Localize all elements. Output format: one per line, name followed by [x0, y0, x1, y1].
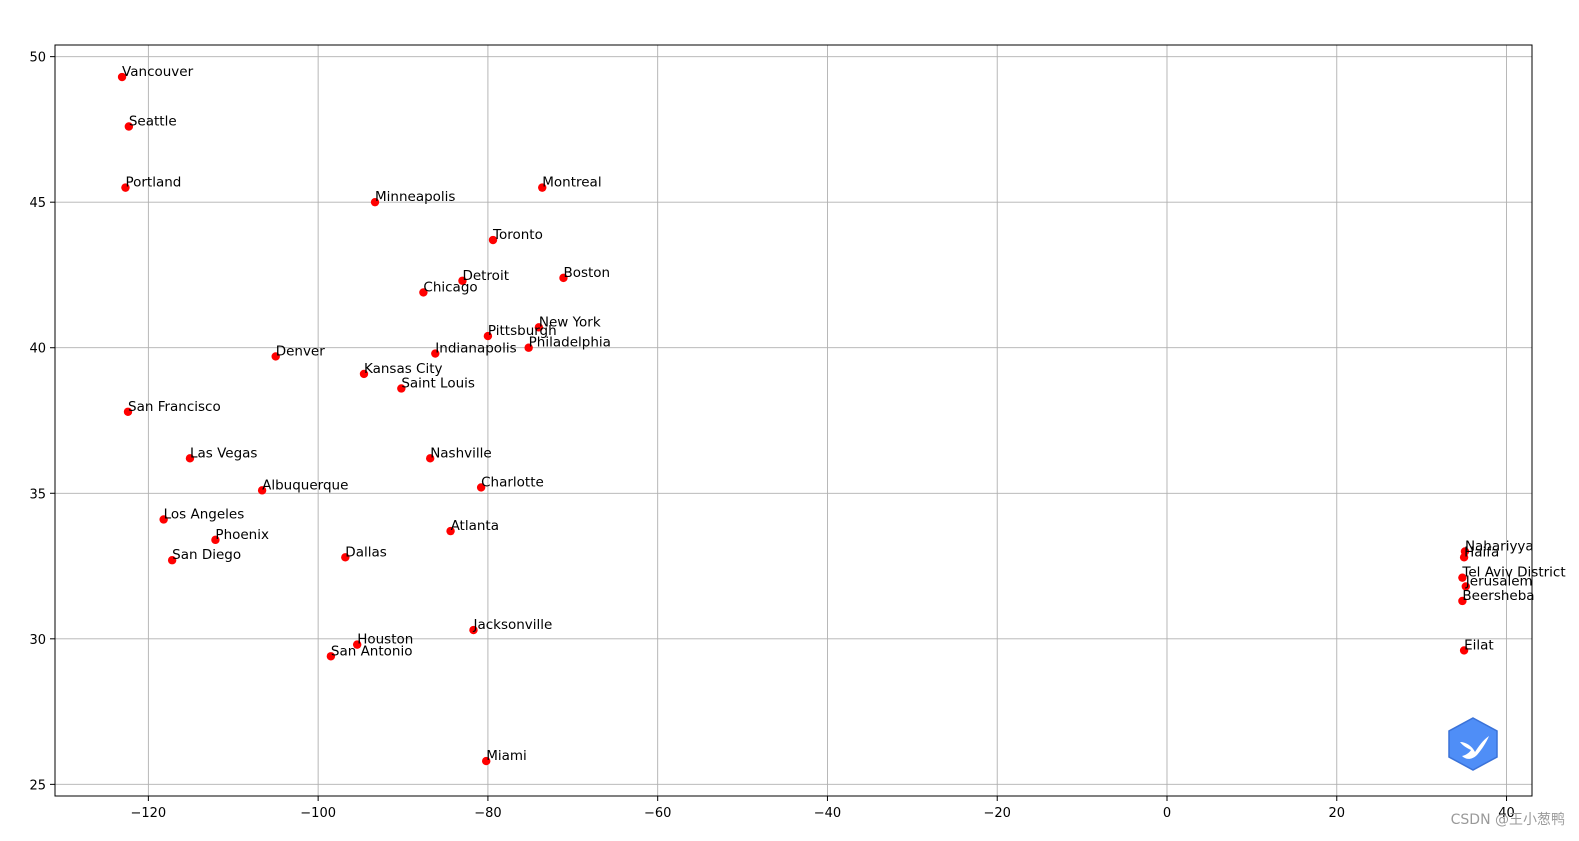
watermark-text: CSDN @王小葱鸭	[1450, 812, 1565, 828]
point-marker	[534, 323, 544, 332]
point-label: Beersheba	[1462, 588, 1534, 604]
point-marker	[425, 454, 435, 463]
point-label: Portland	[125, 175, 181, 191]
point-label: Tel Aviv District	[1461, 565, 1565, 581]
point-marker	[167, 556, 177, 565]
axes: −120 −100 −80 −60 −40 −20 0 20 40 25 30 35 40 45 50	[29, 51, 1514, 821]
point-label: Montreal	[542, 175, 601, 191]
point-marker	[124, 122, 134, 131]
point-marker	[271, 352, 280, 361]
point-marker	[482, 756, 491, 766]
point-label: Las Vegas	[190, 445, 257, 461]
point-marker	[359, 369, 369, 379]
point-label: Nashville	[430, 445, 492, 461]
point-label: San Diego	[172, 547, 241, 563]
point-label: Detroit	[462, 268, 509, 284]
point-marker	[476, 483, 486, 492]
point-label: Denver	[276, 343, 326, 359]
y-tick-label: 40	[29, 342, 46, 357]
point-label: Minneapolis	[375, 189, 455, 205]
point-label: New York	[539, 314, 601, 330]
point-label: Philadelphia	[529, 335, 611, 351]
x-tick-label: −80	[474, 806, 501, 821]
point-marker	[326, 652, 336, 661]
plot-frame	[54, 44, 1533, 797]
y-tick-label: 50	[29, 51, 46, 66]
y-tick-label: 25	[29, 778, 46, 793]
point-label: Los Angeles	[164, 506, 245, 522]
point-label: Nahariyya	[1465, 538, 1534, 554]
x-tick-label: −20	[984, 806, 1011, 821]
point-marker	[538, 183, 547, 192]
point-label: Toronto	[492, 227, 543, 243]
x-tick-label: 0	[1163, 806, 1171, 821]
x-tick-label: −120	[131, 806, 167, 821]
point-label: Atlanta	[451, 518, 499, 534]
x-tick-label: −40	[814, 806, 841, 821]
point-marker	[431, 349, 440, 358]
point-label: Indianapolis	[435, 341, 516, 357]
point-label: Pittsburgh	[488, 323, 557, 339]
point-marker	[257, 486, 267, 495]
point-label: Albuquerque	[262, 477, 348, 493]
point-label: Miami	[486, 748, 527, 764]
point-label: San Antonio	[331, 643, 413, 659]
point-marker	[1458, 596, 1467, 606]
x-tick-label: −100	[300, 806, 336, 821]
point-marker	[397, 384, 406, 393]
point-label: Jerusalem	[1465, 573, 1533, 589]
grid-lines	[55, 45, 1532, 796]
point-label: Kansas City	[364, 361, 443, 377]
point-marker	[121, 183, 130, 192]
y-tick-label: 35	[29, 487, 46, 502]
point-marker	[352, 640, 362, 649]
bird-icon	[1448, 717, 1498, 771]
point-label: San Francisco	[128, 399, 221, 415]
y-tick-label: 30	[29, 633, 46, 648]
point-label: Vancouver	[122, 64, 194, 80]
point-marker	[1458, 573, 1467, 582]
point-label: Saint Louis	[401, 375, 475, 391]
point-label: Charlotte	[481, 474, 544, 490]
x-tick-label: 20	[1328, 806, 1345, 821]
point-label: Seattle	[129, 114, 177, 130]
point-marker	[488, 235, 498, 245]
x-tick-label: 40	[1498, 806, 1515, 821]
point-marker	[185, 454, 195, 463]
point-labels: Vancouver Seattle Portland Minneapolis Montr…	[122, 64, 1566, 764]
y-tick-label: 45	[29, 196, 46, 211]
point-label: Eilat	[1464, 637, 1494, 653]
point-marker	[370, 197, 380, 207]
point-label: Chicago	[423, 279, 477, 295]
point-marker	[1461, 582, 1470, 591]
point-marker	[559, 273, 568, 283]
point-marker	[211, 535, 220, 545]
point-label: Dallas	[345, 544, 386, 560]
point-label: Phoenix	[215, 527, 269, 543]
point-label: Jacksonville	[472, 617, 552, 633]
point-marker	[341, 553, 350, 562]
point-label: Haifa	[1464, 544, 1499, 560]
point-marker	[117, 72, 127, 82]
data-points	[117, 72, 1470, 766]
point-label: Houston	[357, 632, 413, 648]
point-marker	[123, 407, 133, 416]
point-marker	[483, 331, 493, 341]
point-marker	[419, 288, 428, 297]
point-marker	[1459, 553, 1469, 562]
point-marker	[446, 526, 455, 536]
point-marker	[524, 343, 533, 352]
point-marker	[469, 625, 478, 635]
point-marker	[1459, 646, 1469, 655]
point-label: Boston	[563, 265, 610, 281]
point-marker	[458, 276, 467, 285]
point-marker	[159, 515, 168, 524]
x-tick-label: −60	[644, 806, 671, 821]
watermark-badge	[1446, 716, 1500, 772]
